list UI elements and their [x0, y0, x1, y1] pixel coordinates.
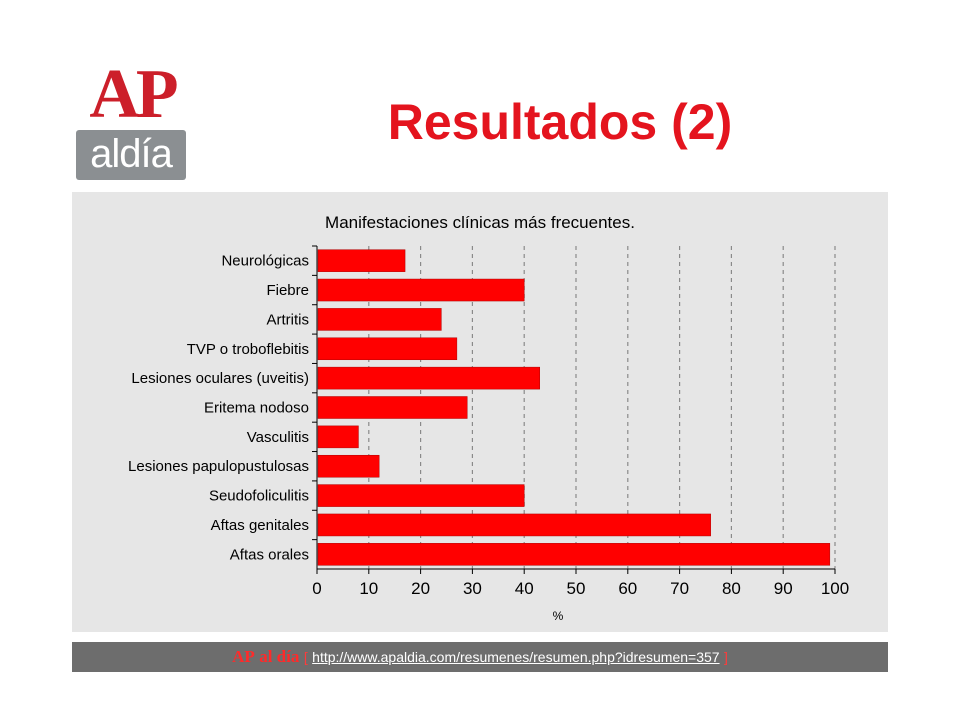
x-tick-label: 0 — [312, 579, 321, 598]
category-label: Eritema nodoso — [204, 400, 309, 417]
x-tick-label: 70 — [670, 579, 689, 598]
x-tick-label: 20 — [411, 579, 430, 598]
category-label: Fiebre — [266, 282, 309, 299]
x-tick-label: 90 — [774, 579, 793, 598]
x-tick-label: 30 — [463, 579, 482, 598]
chart-panel: Manifestaciones clínicas más frecuentes.… — [72, 192, 888, 632]
bar — [317, 249, 406, 272]
footer-url-link[interactable]: http://www.apaldia.com/resumenes/resumen… — [312, 649, 720, 665]
bar — [317, 425, 359, 449]
bar — [317, 308, 442, 331]
logo-aldia-text: aldía — [76, 130, 186, 180]
bar — [317, 278, 525, 302]
category-label: Lesiones oculares (uveitis) — [131, 370, 309, 387]
category-label: Seudofoliculitis — [209, 488, 309, 505]
category-label: Aftas orales — [230, 546, 309, 563]
apaldia-logo: AP aldía — [76, 56, 188, 182]
category-label: Neurológicas — [221, 253, 309, 270]
bar-chart: Manifestaciones clínicas más frecuentes.… — [128, 213, 849, 623]
logo-ap-text: AP — [89, 56, 178, 133]
footer-close-bracket: ] — [724, 649, 728, 665]
x-tick-label: 60 — [618, 579, 637, 598]
x-tick-label: 50 — [567, 579, 586, 598]
category-label: TVP o troboflebitis — [187, 341, 309, 358]
x-tick-label: 10 — [359, 579, 378, 598]
bar — [317, 366, 540, 390]
bar — [317, 513, 711, 537]
category-label: Lesiones papulopustulosas — [128, 458, 309, 475]
x-axis-label: % — [553, 609, 564, 623]
footer-open-bracket: [ — [303, 649, 308, 665]
bar — [317, 396, 468, 419]
chart-title: Manifestaciones clínicas más frecuentes. — [325, 213, 635, 232]
category-label: Artritis — [267, 311, 310, 328]
bar — [317, 454, 380, 478]
category-label: Vasculitis — [247, 429, 309, 446]
bar — [317, 484, 525, 507]
page-title: Resultados (2) — [387, 94, 733, 150]
x-tick-label: 100 — [821, 579, 849, 598]
x-tick-label: 40 — [515, 579, 534, 598]
footer-bar: AP al día [ http://www.apaldia.com/resum… — [72, 642, 888, 672]
bar — [317, 337, 458, 361]
category-label: Aftas genitales — [211, 517, 309, 534]
footer-brand-aldia: al día — [259, 647, 300, 666]
bar — [317, 543, 831, 566]
footer-brand-ap: AP — [232, 647, 255, 666]
x-tick-label: 80 — [722, 579, 741, 598]
